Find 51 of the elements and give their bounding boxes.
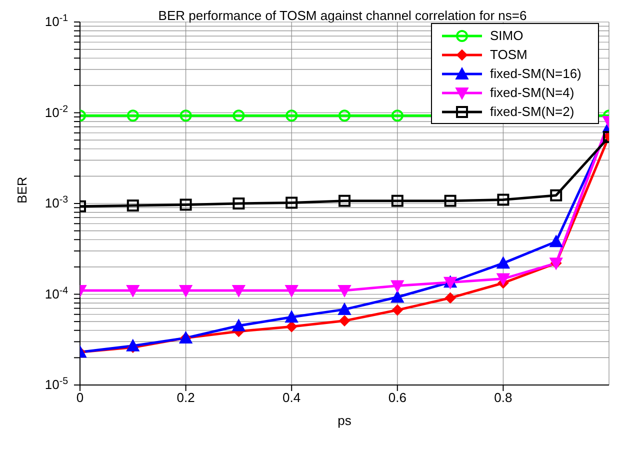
legend-label: TOSM bbox=[490, 47, 528, 62]
point bbox=[444, 292, 456, 304]
point bbox=[390, 290, 404, 303]
x-tick-label: 0.8 bbox=[494, 390, 512, 406]
point bbox=[550, 189, 562, 202]
point bbox=[338, 302, 351, 315]
point bbox=[285, 310, 298, 323]
point bbox=[126, 339, 140, 352]
x-tick-label: 0 bbox=[76, 390, 84, 406]
point bbox=[338, 194, 350, 207]
point bbox=[232, 198, 245, 210]
point bbox=[286, 196, 298, 209]
point bbox=[126, 110, 139, 122]
chart-title: BER performance of TOSM against channel correlation for ns=6 bbox=[157, 8, 528, 23]
point bbox=[232, 319, 246, 332]
y-axis-title: BER bbox=[14, 176, 30, 204]
point bbox=[338, 284, 351, 297]
legend-label: fixed-SM(N=2) bbox=[490, 104, 574, 119]
legend-label: fixed-SM(N=16) bbox=[490, 66, 582, 81]
point bbox=[391, 110, 404, 122]
point bbox=[497, 194, 510, 206]
y-tick-label: 10$^{-1}$ bbox=[44, 12, 68, 29]
point bbox=[339, 315, 350, 326]
y-tick-label: 10$^{-5}$ bbox=[44, 376, 69, 392]
legend-label: fixed-SM(N=4) bbox=[490, 85, 574, 100]
point bbox=[126, 284, 140, 297]
point bbox=[550, 235, 563, 248]
point bbox=[444, 194, 456, 207]
x-tick-label: 0.6 bbox=[388, 390, 406, 406]
legend-label: SIMO bbox=[490, 28, 524, 43]
x-tick-label: 0.4 bbox=[282, 390, 301, 406]
point bbox=[496, 256, 510, 269]
x-axis-title: ps bbox=[338, 413, 352, 428]
point bbox=[392, 304, 403, 316]
point bbox=[180, 110, 192, 122]
point bbox=[286, 110, 298, 122]
y-tick-label: 10$^{-2}$ bbox=[44, 103, 68, 120]
y-tick-label: 10$^{-4}$ bbox=[44, 284, 69, 302]
point bbox=[338, 110, 350, 122]
y-tick-label: 10$^{-3}$ bbox=[44, 194, 68, 210]
point bbox=[232, 284, 246, 297]
point bbox=[232, 110, 245, 122]
point bbox=[391, 194, 404, 207]
point bbox=[286, 321, 298, 332]
point bbox=[126, 200, 139, 212]
point bbox=[179, 284, 192, 297]
point bbox=[180, 198, 192, 211]
point bbox=[285, 284, 298, 297]
x-tick-label: 0.2 bbox=[176, 390, 195, 406]
point bbox=[496, 273, 510, 286]
point bbox=[390, 280, 404, 292]
